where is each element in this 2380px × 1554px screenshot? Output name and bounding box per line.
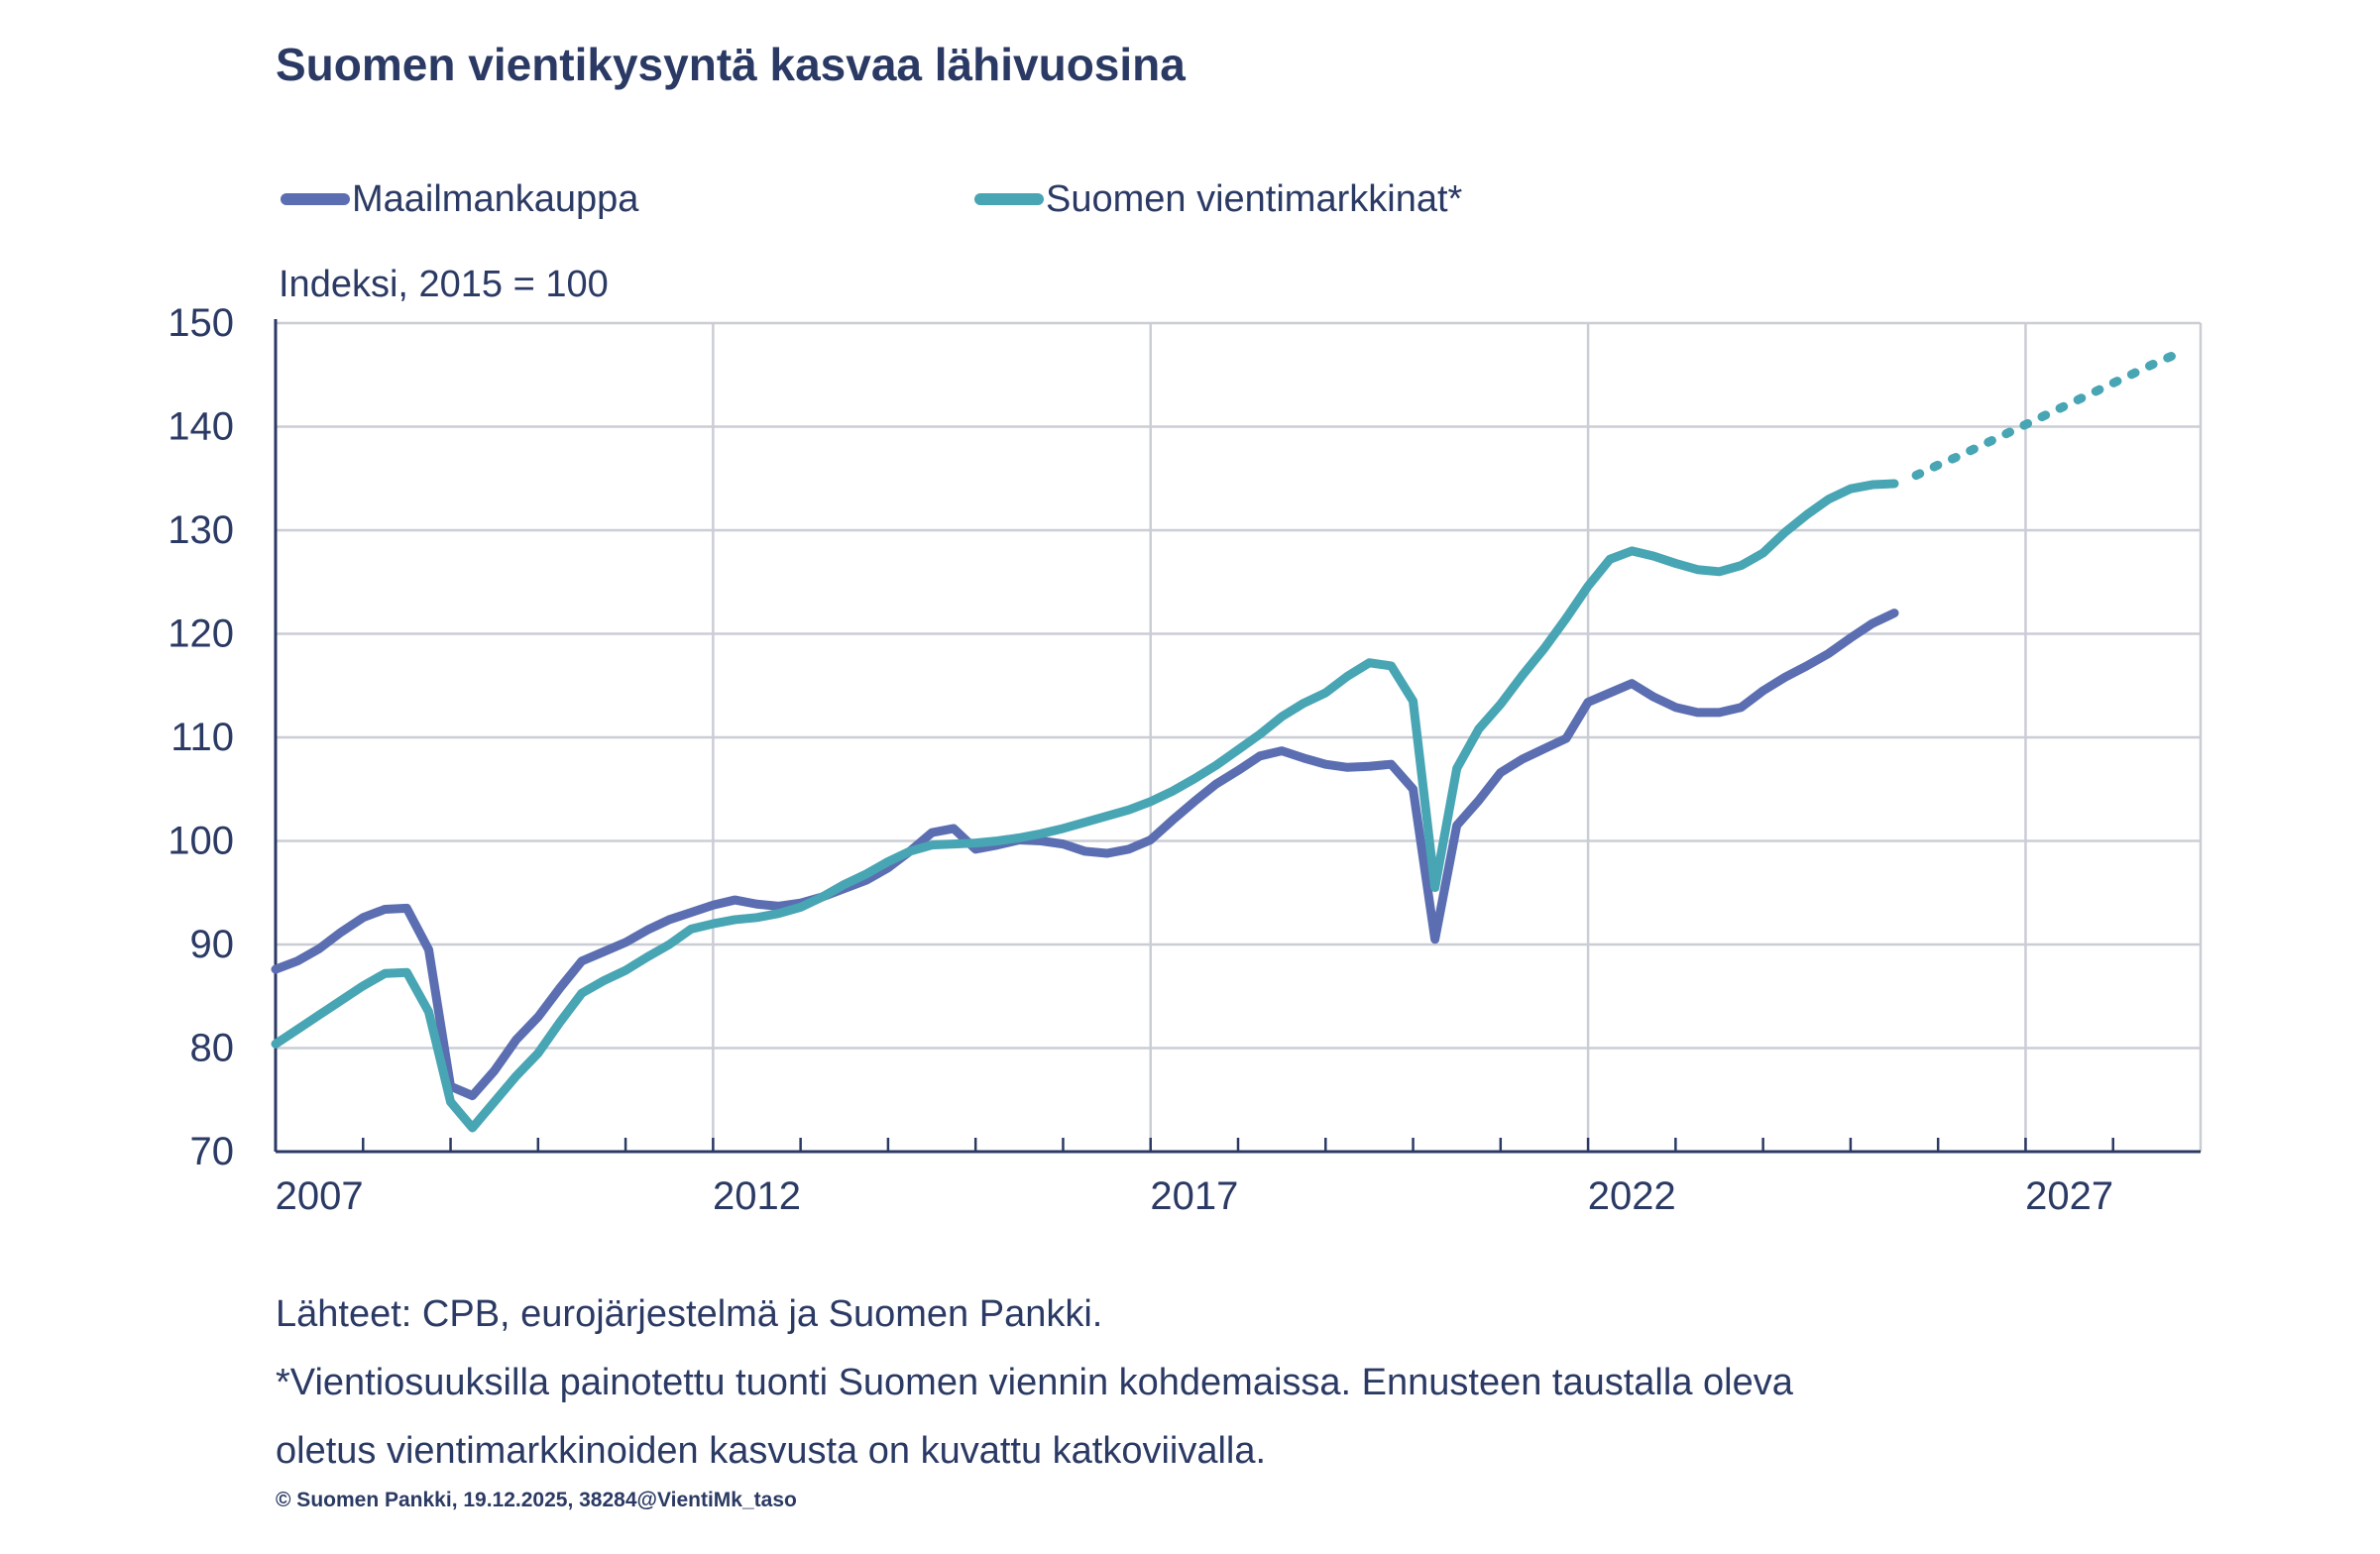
legend-item-vientimarkkinat: Suomen vientimarkkinat* [974, 176, 1462, 222]
y-tick-label-70: 70 [190, 1130, 235, 1173]
x-tick-label-2027: 2027 [2025, 1174, 2113, 1218]
x-tick-label-2007: 2007 [276, 1174, 364, 1218]
y-axis-unit-label: Indeksi, 2015 = 100 [279, 264, 609, 305]
legend-label: Suomen vientimarkkinat* [1046, 178, 1463, 220]
footnote-line-2: oletus vientimarkkinoiden kasvusta on ku… [276, 1430, 1267, 1472]
legend: Maailmankauppa Suomen vientimarkkinat* [0, 176, 2380, 222]
x-tick-label-2022: 2022 [1588, 1174, 1676, 1218]
y-tick-label-80: 80 [190, 1027, 235, 1070]
series-line-2-suomen-vientimarkkinat-ennuste [1911, 348, 2184, 481]
y-tick-label-150: 150 [168, 301, 234, 345]
series-line-1-suomen-vientimarkkinat [271, 479, 1899, 1133]
x-tick-label-2012: 2012 [713, 1174, 801, 1218]
series-line-0-maailmankauppa [271, 609, 1899, 1101]
copyright-text: © Suomen Pankki, 19.12.2025, 38284@Vient… [276, 1489, 797, 1511]
x-tick-label-2017: 2017 [1150, 1174, 1238, 1218]
y-tick-label-140: 140 [168, 405, 234, 449]
sources-text: Lähteet: CPB, eurojärjestelmä ja Suomen … [276, 1293, 1103, 1335]
chart-title: Suomen vientikysyntä kasvaa lähivuosina [276, 39, 1186, 90]
y-tick-label-120: 120 [168, 612, 234, 656]
world-trade-line-swatch-icon [281, 193, 350, 205]
legend-item-maailmankauppa: Maailmankauppa [281, 176, 638, 222]
y-tick-label-110: 110 [170, 716, 234, 759]
export-markets-line-swatch-icon [974, 193, 1044, 205]
legend-label: Maailmankauppa [352, 178, 639, 220]
footer: Lähteet: CPB, eurojärjestelmä ja Suomen … [276, 1280, 2308, 1486]
footnote-line-1: *Vientiosuuksilla painotettu tuonti Suom… [276, 1362, 1793, 1403]
y-tick-label-130: 130 [168, 508, 234, 552]
y-tick-label-100: 100 [168, 820, 234, 863]
y-tick-label-90: 90 [190, 923, 235, 966]
